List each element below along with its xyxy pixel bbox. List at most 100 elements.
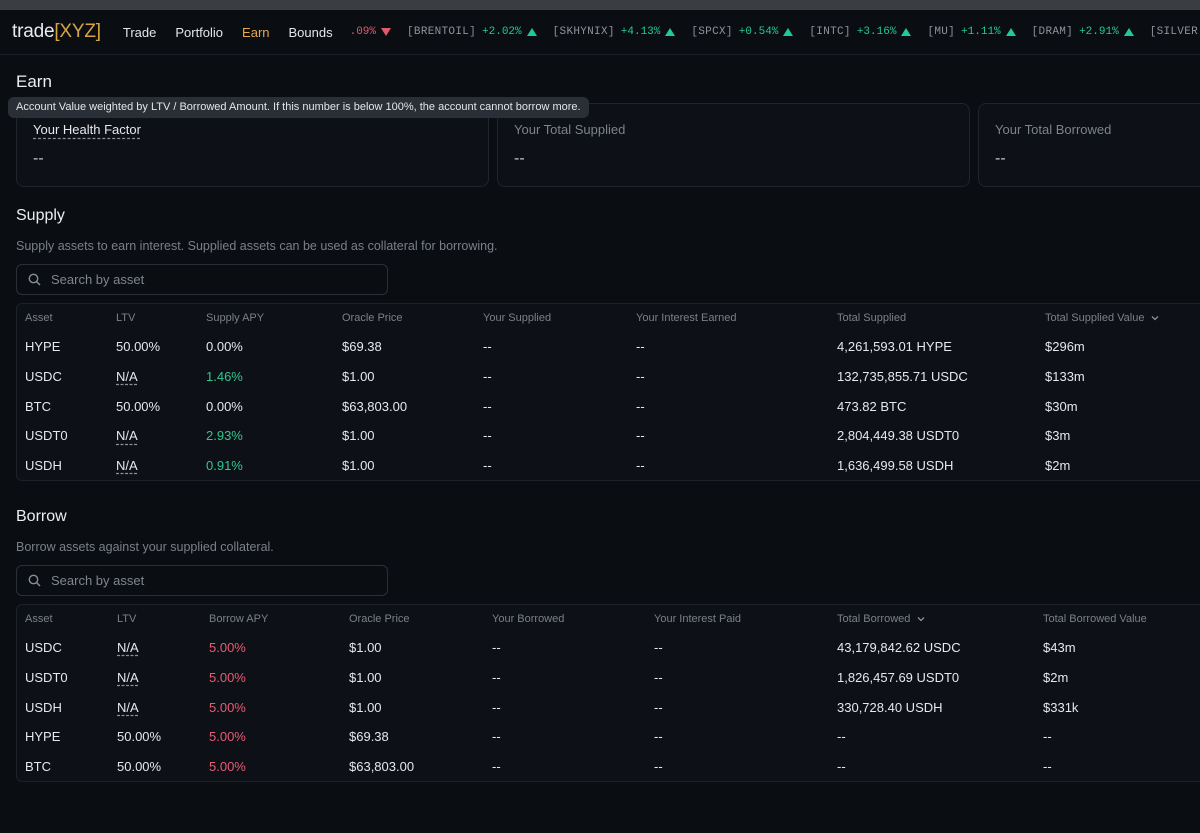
ticker-item[interactable]: [DRAM] +2.91% xyxy=(1032,26,1134,38)
column-header[interactable]: Oracle Price xyxy=(342,304,403,332)
column-header[interactable]: Total Borrowed xyxy=(837,605,926,633)
triangle-up-icon xyxy=(1005,28,1016,36)
table-row[interactable]: USDH N/A 5.00% $1.00 -- -- 330,728.40 USDH $331… xyxy=(17,692,1200,722)
ticker-item[interactable]: [SPCX] +0.54% xyxy=(691,26,794,38)
ticker-item[interactable]: [INTC] +3.16% xyxy=(809,26,912,38)
table-cell: 1,636,499.58 USDH xyxy=(837,451,953,481)
chevron-down-icon[interactable] xyxy=(1150,313,1160,323)
column-header[interactable]: Your Interest Paid xyxy=(654,605,741,633)
table-row[interactable]: HYPE 50.00% 0.00% $69.38 -- -- 4,261,593.01 HY… xyxy=(17,332,1200,362)
column-header[interactable]: Supply APY xyxy=(206,304,264,332)
brand-logo[interactable]: trade[XYZ] xyxy=(12,21,101,42)
column-header[interactable]: Your Borrowed xyxy=(492,605,564,633)
nav-earn[interactable]: Earn xyxy=(242,24,270,40)
health-factor-tooltip: Account Value weighted by LTV / Borrowed… xyxy=(8,97,589,118)
table-cell: -- xyxy=(636,451,645,481)
table-row[interactable]: USDC N/A 1.46% $1.00 -- -- 132,735,855.71 USDC… xyxy=(17,362,1200,392)
table-cell: $133m xyxy=(1045,362,1085,392)
table-row[interactable]: USDH N/A 0.91% $1.00 -- -- 1,636,499.58 USDH $2… xyxy=(17,451,1200,481)
table-cell-value: $1.00 xyxy=(342,458,375,474)
ticker-symbol: [INTC] xyxy=(809,26,851,38)
table-cell: $1.00 xyxy=(349,692,382,722)
table-cell: $69.38 xyxy=(349,722,389,752)
table-cell: -- xyxy=(837,752,846,782)
table-cell-value: USDT0 xyxy=(25,670,68,686)
table-cell: -- xyxy=(636,362,645,392)
ticker-item[interactable]: [SILVER xyxy=(1150,26,1200,38)
ticker-change: +2.02% xyxy=(482,26,522,38)
table-cell: $331k xyxy=(1043,692,1078,722)
ticker-item[interactable]: [MU] +1.11% xyxy=(927,26,1016,38)
table-cell: 1.46% xyxy=(206,362,243,392)
column-header[interactable]: Your Supplied xyxy=(483,304,551,332)
column-header[interactable]: Borrow APY xyxy=(209,605,268,633)
table-cell: -- xyxy=(654,633,663,663)
ticker-item[interactable]: .09% xyxy=(350,26,392,38)
table-cell-value: -- xyxy=(492,729,501,745)
table-cell: -- xyxy=(483,451,492,481)
table-cell-value: 5.00% xyxy=(209,729,246,745)
table-row[interactable]: USDT0 N/A 5.00% $1.00 -- -- 1,826,457.69 USDT0… xyxy=(17,663,1200,693)
table-cell-value: USDH xyxy=(25,458,62,474)
borrow-search-input[interactable] xyxy=(49,572,373,589)
table-header-row: Asset LTV Borrow APY Oracle Price Your Borro… xyxy=(17,605,1200,633)
column-header-label: Asset xyxy=(25,613,53,625)
total-borrowed-value: -- xyxy=(995,150,1006,167)
table-row[interactable]: USDT0 N/A 2.93% $1.00 -- -- 2,804,449.38 USDT0… xyxy=(17,421,1200,451)
table-cell-value: $133m xyxy=(1045,369,1085,385)
table-cell: -- xyxy=(654,692,663,722)
table-cell: USDH xyxy=(25,451,62,481)
column-header[interactable]: Your Interest Earned xyxy=(636,304,737,332)
table-cell-value: N/A xyxy=(117,640,139,656)
supply-description: Supply assets to earn interest. Supplied… xyxy=(16,239,498,253)
borrow-search[interactable] xyxy=(16,565,388,596)
table-cell-value: -- xyxy=(636,428,645,444)
supply-search[interactable] xyxy=(16,264,388,295)
table-cell: -- xyxy=(483,362,492,392)
table-cell: -- xyxy=(492,722,501,752)
column-header-label: Total Borrowed Value xyxy=(1043,613,1147,625)
table-row[interactable]: BTC 50.00% 5.00% $63,803.00 -- -- -- -- xyxy=(17,752,1200,782)
column-header[interactable]: Oracle Price xyxy=(349,605,410,633)
table-cell: $3m xyxy=(1045,421,1070,451)
ticker-item[interactable]: [BRENTOIL] +2.02% xyxy=(407,26,537,38)
column-header[interactable]: LTV xyxy=(116,304,135,332)
table-cell-value: $1.00 xyxy=(342,428,375,444)
chevron-down-icon[interactable] xyxy=(916,614,926,624)
table-row[interactable]: USDC N/A 5.00% $1.00 -- -- 43,179,842.62 USDC $… xyxy=(17,633,1200,663)
nav-portfolio[interactable]: Portfolio xyxy=(175,24,224,40)
table-cell: $296m xyxy=(1045,332,1085,362)
table-cell: USDC xyxy=(25,362,62,392)
ticker-symbol: [SILVER xyxy=(1149,26,1198,38)
table-row[interactable]: HYPE 50.00% 5.00% $69.38 -- -- -- -- xyxy=(17,722,1200,752)
ticker-symbol: [MU] xyxy=(927,26,956,38)
table-cell: -- xyxy=(492,752,501,782)
table-cell-value: 0.91% xyxy=(206,458,243,474)
column-header-label: Total Borrowed xyxy=(837,613,911,625)
table-cell: 4,261,593.01 HYPE xyxy=(837,332,952,362)
health-factor-label[interactable]: Your Health Factor xyxy=(33,122,141,137)
column-header[interactable]: Total Borrowed Value xyxy=(1043,605,1147,633)
table-cell-value: 50.00% xyxy=(116,398,161,414)
column-header[interactable]: Asset xyxy=(25,304,53,332)
ticker-item[interactable]: [SKHYNIX] +4.13% xyxy=(553,26,676,38)
table-cell-value: USDC xyxy=(25,640,62,656)
table-header-row: Asset LTV Supply APY Oracle Price Your Suppl… xyxy=(17,304,1200,332)
table-cell: -- xyxy=(492,663,501,693)
column-header[interactable]: Total Supplied xyxy=(837,304,906,332)
table-cell-value: 4,261,593.01 HYPE xyxy=(837,339,952,355)
column-header[interactable]: Total Supplied Value xyxy=(1045,304,1160,332)
table-row[interactable]: BTC 50.00% 0.00% $63,803.00 -- -- 473.82 BTC $3… xyxy=(17,391,1200,421)
table-cell: -- xyxy=(654,663,663,693)
table-cell-value: $63,803.00 xyxy=(349,759,415,775)
nav-bounds[interactable]: Bounds xyxy=(288,24,333,40)
page-title: Earn xyxy=(16,72,52,91)
column-header[interactable]: Asset xyxy=(25,605,53,633)
table-cell-value: 43,179,842.62 USDC xyxy=(837,640,961,656)
column-header[interactable]: LTV xyxy=(117,605,136,633)
supply-search-input[interactable] xyxy=(49,271,373,288)
column-header-label: Oracle Price xyxy=(342,312,403,324)
table-cell: $63,803.00 xyxy=(349,752,414,782)
nav-trade[interactable]: Trade xyxy=(122,24,157,40)
ticker-change: +1.11% xyxy=(961,26,1001,38)
